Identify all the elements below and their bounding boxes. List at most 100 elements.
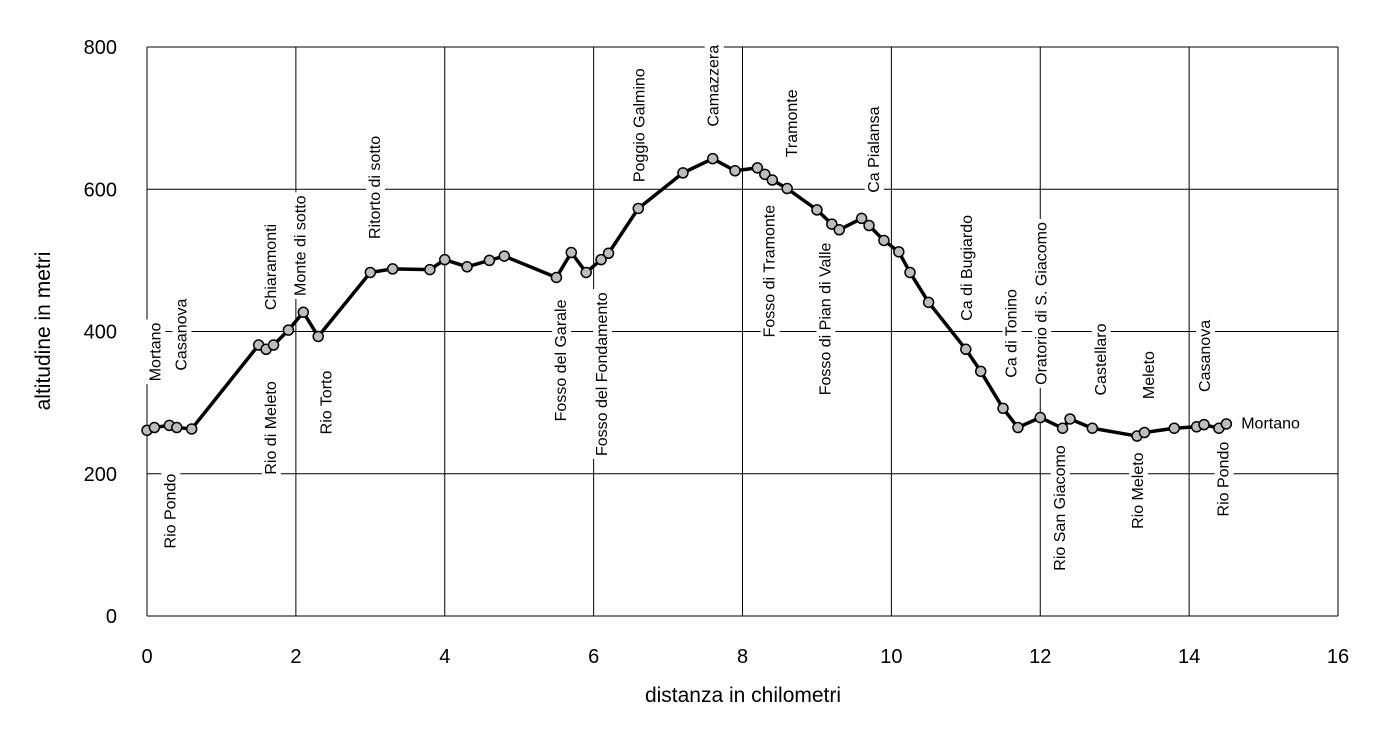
y-axis-ticks: 0 200 400 600 800	[84, 37, 117, 628]
profile-point	[855, 212, 868, 225]
place-label-text: Tramonte	[784, 89, 801, 157]
profile-point	[677, 167, 689, 179]
place-label-halo	[1050, 442, 1070, 574]
place-label-text: Rio Torto	[319, 371, 336, 435]
y-tick-label: 0	[106, 606, 117, 628]
x-tick-label: 14	[1178, 646, 1200, 668]
profile-point	[1064, 413, 1076, 425]
profile-point	[602, 247, 615, 260]
place-label-text: Rio Pondo	[1216, 442, 1233, 517]
profile-point	[424, 263, 436, 276]
profile-point	[960, 343, 972, 356]
place-label-halo	[291, 192, 311, 299]
place-label: Mortano	[1238, 414, 1304, 434]
profile-point	[148, 421, 161, 434]
place-label: Fosso di Tramonte	[760, 201, 780, 341]
place-label-halo	[957, 211, 977, 324]
y-tick-label: 200	[84, 464, 117, 486]
place-label: Poggio Galmino	[630, 65, 650, 186]
place-label-halo	[1214, 438, 1234, 520]
profile-point	[759, 168, 771, 181]
x-tick-label: 6	[588, 646, 599, 668]
place-label-halo	[261, 220, 281, 314]
place-label-halo	[1129, 449, 1149, 532]
profile-point	[185, 423, 198, 435]
place-label-text: Ca Pialansa	[866, 106, 883, 192]
place-label-halo	[261, 378, 281, 478]
profile-point	[706, 152, 719, 165]
place-label: Meleto	[1140, 347, 1160, 403]
place-label: Mortano	[146, 319, 166, 385]
profile-point	[826, 218, 838, 230]
place-label-text: Camazzera	[706, 45, 723, 127]
profile-point	[267, 339, 280, 351]
place-label: Ritorto di sotto	[366, 132, 386, 243]
place-label-halo	[146, 319, 166, 385]
place-label-text: Rio di Meleto	[263, 381, 280, 474]
place-label: Castellaro	[1091, 320, 1111, 399]
y-tick-label: 800	[84, 37, 117, 59]
place-label-halo	[816, 239, 836, 399]
place-label-text: Mortano	[1241, 416, 1300, 433]
profile-point	[781, 182, 793, 195]
place-label-text: Monte di sotto	[293, 195, 310, 296]
place-label-halo	[1238, 414, 1304, 434]
place-label-halo	[593, 289, 613, 460]
profile-point	[766, 174, 779, 186]
profile-point	[922, 296, 935, 309]
x-tick-label: 4	[439, 646, 450, 668]
place-label: Casanova	[1196, 316, 1216, 395]
x-tick-label: 12	[1029, 646, 1051, 668]
y-tick-label: 600	[84, 179, 117, 201]
place-label-text: Ritorto di sotto	[367, 136, 384, 239]
y-tick-label: 400	[84, 322, 117, 344]
place-label-text: Casanova	[173, 298, 190, 370]
profile-point	[833, 224, 846, 236]
place-label-halo	[630, 65, 650, 186]
place-label: Oratorio di S. Giacomo	[1032, 219, 1052, 388]
place-label: Fosso del Garale	[552, 296, 572, 425]
place-label: Rio Meleto	[1129, 449, 1149, 532]
profile-point	[171, 421, 183, 434]
profile-point	[751, 162, 764, 174]
place-label: Tramonte	[782, 86, 802, 161]
profile-point	[312, 330, 324, 343]
place-label-text: Fosso del Garale	[553, 299, 570, 421]
profile-point	[893, 246, 905, 258]
place-label: Rio di Meleto	[261, 378, 281, 478]
profile-series	[141, 152, 1233, 442]
place-label-text: Chiaramonti	[263, 224, 280, 310]
place-label: Ca di Tonino	[1002, 285, 1022, 381]
place-label-halo	[1196, 316, 1216, 395]
place-label-halo	[366, 132, 386, 243]
place-label-text: Poggio Galmino	[631, 68, 648, 182]
place-label-text: Fosso del Fondamento	[594, 292, 611, 456]
place-label-halo	[704, 41, 724, 130]
place-labels: Mortano Casanova Rio Pondo Chiaramonti Monte…	[146, 41, 1304, 574]
x-axis-ticks: 0 2 4 6 8 10 12 14 16	[141, 646, 1349, 668]
place-label-text: Rio Meleto	[1130, 452, 1147, 529]
profile-point	[729, 165, 741, 177]
profile-point	[997, 402, 1009, 415]
profile-point	[811, 204, 823, 216]
place-label-text: Meleto	[1141, 351, 1158, 399]
profile-point	[297, 306, 310, 319]
place-label-text: Mortano	[147, 322, 164, 381]
profile-point	[364, 266, 377, 279]
profile-point	[386, 263, 399, 275]
place-label-halo	[161, 470, 181, 552]
x-tick-label: 2	[290, 646, 301, 668]
place-label-text: Rio Pondo	[162, 474, 179, 549]
place-label-halo	[864, 103, 884, 196]
place-label: Chiaramonti	[261, 220, 281, 314]
x-tick-label: 8	[737, 646, 748, 668]
profile-point	[461, 261, 473, 273]
place-label-halo	[1002, 285, 1022, 381]
place-label: Camazzera	[704, 41, 724, 130]
place-label-text: Ca di Bugiardo	[959, 215, 976, 321]
y-axis-title: altitudine in metri	[32, 252, 55, 411]
place-label-text: Fosso di Tramonte	[762, 205, 779, 338]
place-label-halo	[1032, 219, 1052, 388]
profile-point	[1034, 411, 1046, 424]
